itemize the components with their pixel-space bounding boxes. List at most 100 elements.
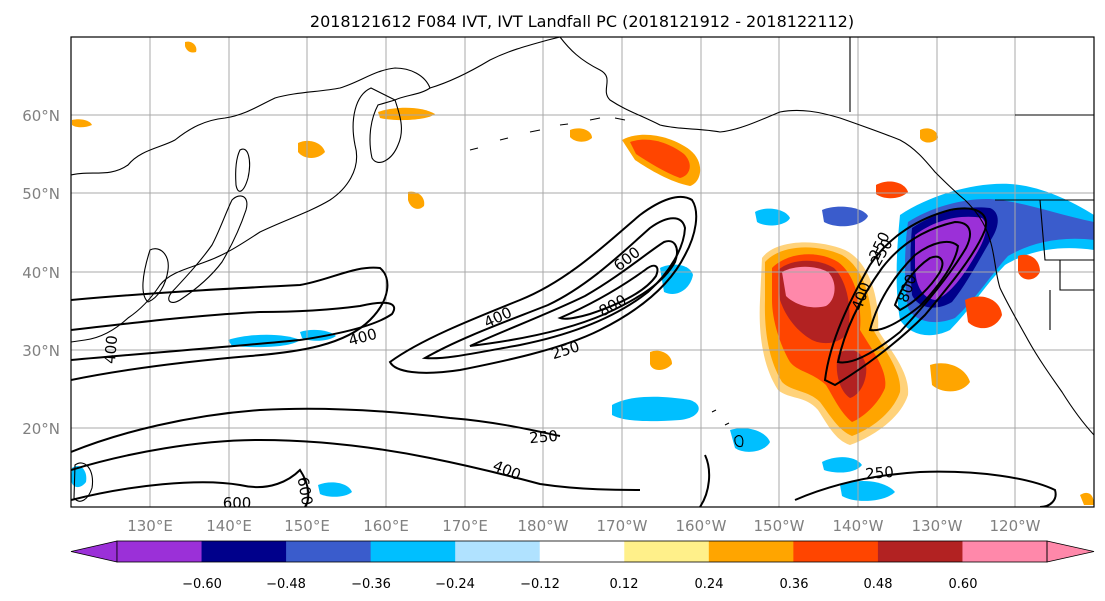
korea-coastline [142,248,169,303]
contour-label: 600 [223,494,252,512]
colorbar-ticks: −0.60 −0.48 −0.36 −0.24 −0.12 0.12 0.24 … [182,577,977,592]
philippines-coastline [73,462,94,502]
contour-800-east [893,255,944,312]
latitude-labels: 60°N 50°N 40°N 30°N 20°N [22,107,60,438]
lon-label: 170°E [442,517,488,535]
colorbar-tick-label: 0.36 [780,577,809,592]
negative-anomaly-purple [915,216,986,300]
positive-anomaly-pink [782,266,835,308]
coastlines [71,37,1094,502]
positive-patch-9 [570,128,592,142]
colorbar-swatch [117,541,203,562]
negative-patch-4 [822,206,868,227]
positive-patch-1 [298,140,325,158]
negative-patch-10 [730,428,770,452]
map-panel: 600 800 400 250 400 400 250 400 250 800 … [71,37,1094,512]
contour-600-east [868,240,960,332]
colorbar-swatch [455,541,541,562]
colorbar-tick-label: −0.12 [520,577,560,592]
colorbar-swatch [201,541,287,562]
colorbar-swatch [370,541,456,562]
lon-label: 170°W [597,517,648,535]
negative-patch-7 [822,457,862,473]
colorbar-extend-low [70,540,118,563]
contour-600-south [71,468,310,507]
positive-patch-2 [378,107,435,121]
positive-patch-8 [650,350,672,370]
colorbar-swatch [624,541,710,562]
contour-250-south [71,407,561,453]
colorbar-swatch [962,541,1048,562]
lon-label: 130°E [127,517,173,535]
kamchatka-coastline [369,99,402,163]
alaska-coastline [559,37,966,201]
contour-250-southeast-2 [699,454,711,507]
lon-label: 140°E [206,517,252,535]
ivt-contours [71,195,1057,507]
lat-label: 20°N [22,420,60,438]
lat-label: 50°N [22,185,60,203]
contour-label: 250 [529,427,559,447]
contour-250-east [823,207,987,387]
colorbar: −0.60 −0.48 −0.36 −0.24 −0.12 0.12 0.24 … [70,540,1095,592]
hawaii-islands [711,409,744,448]
positive-patch-13 [408,191,425,209]
lat-label: 60°N [22,107,60,125]
positive-patch-7 [930,363,970,392]
colorbar-swatch [708,541,794,562]
contour-label: 400 [101,335,121,365]
lon-label: 120°W [990,517,1041,535]
longitude-labels: 130°E 140°E 150°E 160°E 170°E 180°W 170°… [127,517,1040,535]
aleutian-islands [469,117,626,151]
lon-label: 180°W [518,517,569,535]
north-america-coastline [964,199,1094,436]
lon-label: 150°W [754,517,805,535]
colorbar-tick-label: −0.24 [435,577,475,592]
colorbar-tick-label: −0.36 [351,577,391,592]
positive-patch-11 [72,119,92,128]
colorbar-tick-label: 0.60 [949,577,978,592]
lat-label: 30°N [22,342,60,360]
political-boundaries [849,37,1094,330]
negative-patch-3 [755,208,790,226]
colorbar-extend-high [1046,540,1095,563]
positive-patch-12 [1080,492,1094,505]
lat-label: 40°N [22,264,60,282]
contour-400-east [836,220,971,364]
chukotka-coastline [429,37,561,89]
contour-250-southeast [794,470,1057,507]
lon-label: 130°W [912,517,963,535]
positive-patch-10 [185,41,197,53]
contour-800-central [557,264,659,320]
colorbar-outline [116,540,1048,563]
contour-label: 250 [865,463,895,483]
contour-400-central [421,217,687,360]
contour-400-west [71,301,395,361]
positive-patch-5 [965,296,1002,329]
colorbar-tick-label: −0.48 [266,577,306,592]
colorbar-swatch [539,541,625,562]
positive-patch-6 [1018,254,1040,280]
contour-250-west [71,266,389,381]
map-title: 2018121612 F084 IVT, IVT Landfall PC (20… [310,12,854,31]
contour-250-central [388,195,698,374]
asia-coastline [71,67,431,343]
positive-patch-4 [920,128,938,143]
japan-coastline [168,195,248,303]
colorbar-swatch [877,541,963,562]
colorbar-swatches [70,540,1095,563]
sakhalin-coastline [235,148,251,192]
lon-label: 140°W [833,517,884,535]
colorbar-tick-label: 0.12 [610,577,639,592]
positive-anomaly-gulf-red [630,139,690,178]
colorbar-swatch [793,541,879,562]
contour-label: 600 [294,475,317,506]
lon-label: 150°E [284,517,330,535]
colorbar-swatch [286,541,372,562]
positive-patch-3 [876,181,908,199]
negative-patch-9 [318,482,352,497]
contour-400-south [71,438,641,491]
contour-600-central [469,240,678,347]
lon-label: 160°E [363,517,409,535]
